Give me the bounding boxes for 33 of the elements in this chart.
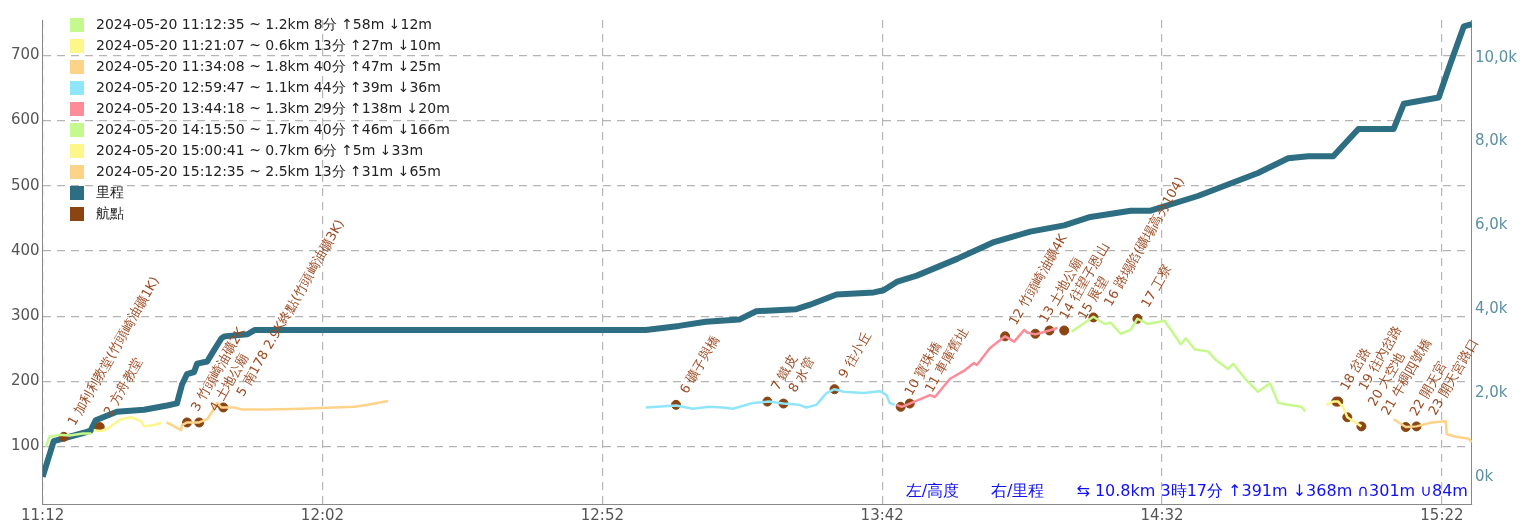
y2-tick-label: 6,0k <box>1474 215 1508 234</box>
y-tick-label: 600 <box>10 110 40 129</box>
annotation: 左/高度 右/里程 ⇆ 10.8km 3時17分 ↑391m ↓368m ∩301m ∪84m <box>905 481 1468 501</box>
legend-label: 2024-05-20 11:12:35 ~ 1.2km 8分 ↑58m ↓12m <box>96 15 432 34</box>
x-tick-label: 11:12 <box>21 505 65 524</box>
legend-label: 2024-05-20 14:15:50 ~ 1.7km 40分 ↑46m ↓166m <box>96 120 450 139</box>
x-tick-label: 12:02 <box>300 505 345 524</box>
legend-label: 2024-05-20 12:59:47 ~ 1.1km 44分 ↑39m ↓36m <box>96 78 441 97</box>
legend-label: 2024-05-20 15:12:35 ~ 2.5km 13分 ↑31m ↓65m <box>96 162 441 181</box>
legend-label: 2024-05-20 11:34:08 ~ 1.8km 40分 ↑47m ↓25m <box>96 57 441 76</box>
annotation: 6 礦子與橋 <box>676 332 722 397</box>
y-tick-label: 200 <box>10 371 40 390</box>
legend-label: 航點 <box>96 204 124 223</box>
x-tick-label: 15:22 <box>1420 505 1464 524</box>
x-tick-label: 14:32 <box>1140 505 1184 524</box>
y2-tick-label: 2,0k <box>1474 382 1508 401</box>
y2-tick-label: 10,0k <box>1474 47 1518 66</box>
legend-label: 2024-05-20 15:00:41 ~ 0.7km 6分 ↑5m ↓33m <box>96 141 424 160</box>
legend-label: 2024-05-20 13:44:18 ~ 1.3km 29分 ↑138m ↓20m <box>96 99 450 118</box>
y-tick-label: 400 <box>10 240 40 259</box>
y2-tick-label: 0k <box>1474 466 1494 485</box>
y2-tick-label: 8,0k <box>1474 131 1508 150</box>
y-tick-label: 700 <box>10 45 40 64</box>
x-tick-label: 13:42 <box>860 505 904 524</box>
y-tick-label: 100 <box>10 436 40 455</box>
y2-tick-label: 4,0k <box>1474 299 1508 318</box>
legend-label: 2024-05-20 11:21:07 ~ 0.6km 13分 ↑27m ↓10m <box>96 36 441 55</box>
y-tick-label: 500 <box>10 175 40 194</box>
annotation: 9 往小丘 <box>835 328 874 381</box>
annotation: 17 工寮 <box>1137 262 1175 310</box>
x-tick-label: 12:52 <box>580 505 624 524</box>
legend-label: 里程 <box>96 183 124 202</box>
y-tick-label: 300 <box>10 306 40 325</box>
